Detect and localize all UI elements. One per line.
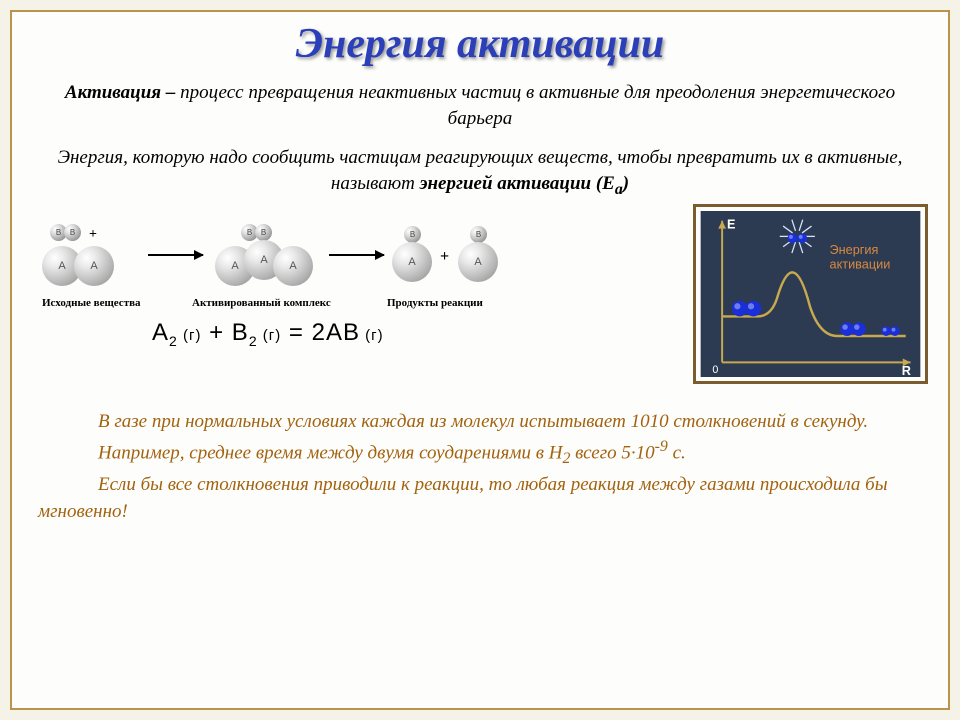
atom-a: A — [458, 242, 498, 282]
svg-text:активации: активации — [830, 258, 891, 272]
arrow-icon — [329, 254, 384, 256]
slide-frame: Энергия активации Активация – процесс пр… — [10, 10, 950, 710]
energy-chart-frame: E R 0 Энергияактивации — [693, 204, 928, 384]
molecule-labels: Исходные вещества Активированный комплек… — [32, 297, 683, 309]
body-p3: Если бы все столкновения приводили к реа… — [38, 471, 922, 526]
atom-b: B — [404, 226, 421, 243]
molecule-row: B B A A + B B A A A — [32, 212, 683, 297]
atom-b: B — [64, 224, 81, 241]
definition-energy: Энергия, которую надо сообщить частицам … — [32, 145, 928, 200]
reaction-equation: A2 (г) + B2 (г) = 2AB (г) — [152, 319, 683, 349]
atom-b: B — [470, 226, 487, 243]
term: Активация — [65, 82, 161, 103]
body-text: В газе при нормальных условиях каждая из… — [32, 408, 928, 526]
diagram-row: B B A A + B B A A A — [32, 212, 928, 384]
svg-text:E: E — [727, 218, 735, 232]
svg-text:0: 0 — [712, 364, 718, 376]
stage-products: B A + B A — [392, 224, 507, 286]
stage-complex: B B A A A — [211, 224, 321, 286]
body-p1: В газе при нормальных условиях каждая из… — [38, 408, 922, 436]
atom-a: A — [392, 242, 432, 282]
atom-b: B — [255, 224, 272, 241]
atom-a: A — [74, 246, 114, 286]
energy-chart: E R 0 Энергияактивации — [700, 211, 921, 377]
stage-reactants: B B A A + — [42, 224, 140, 286]
arrow-icon — [148, 254, 203, 256]
label-complex: Активированный комплекс — [192, 297, 387, 309]
body-p2: Например, среднее время между двумя соуд… — [38, 436, 922, 471]
svg-text:R: R — [902, 364, 911, 377]
label-products: Продукты реакции — [387, 297, 483, 309]
slide-title: Энергия активации — [32, 20, 928, 68]
atom-a: A — [273, 246, 313, 286]
svg-text:Энергия: Энергия — [830, 243, 879, 257]
molecule-reaction-diagram: B B A A + B B A A A — [32, 212, 683, 349]
label-reactants: Исходные вещества — [42, 297, 192, 309]
definition-activation: Активация – процесс превращения неактивн… — [32, 80, 928, 131]
term-energy: энергией активации (Еa) — [420, 173, 629, 194]
